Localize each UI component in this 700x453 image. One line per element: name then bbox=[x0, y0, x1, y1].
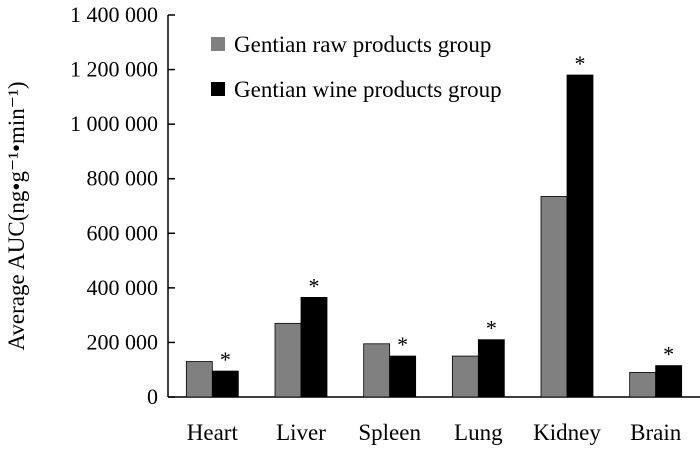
bar-raw-liver bbox=[274, 322, 302, 398]
legend-swatch-raw bbox=[211, 37, 225, 51]
significance-markers: * * * * * * bbox=[220, 51, 674, 372]
bar-wine-brain bbox=[655, 365, 683, 398]
y-tick-label: 1 400 000 bbox=[70, 2, 158, 27]
axes bbox=[167, 15, 700, 398]
significance-marker: * bbox=[486, 316, 497, 341]
y-tick-label: 200 000 bbox=[87, 329, 159, 354]
significance-marker: * bbox=[575, 51, 586, 76]
legend: Gentian raw products group Gentian wine … bbox=[211, 32, 502, 102]
y-tick-label: 800 000 bbox=[87, 166, 159, 191]
legend-swatch-wine bbox=[211, 82, 225, 96]
significance-marker: * bbox=[309, 273, 320, 298]
y-tick-label: 600 000 bbox=[87, 220, 159, 245]
bar-wine-liver bbox=[300, 297, 328, 398]
significance-marker: * bbox=[220, 347, 231, 372]
legend-label-wine: Gentian wine products group bbox=[234, 77, 502, 102]
x-tick-label-heart: Heart bbox=[187, 420, 239, 445]
bar-wine-lung bbox=[477, 339, 505, 398]
bar-wine-spleen bbox=[389, 355, 417, 398]
y-tick-label: 0 bbox=[147, 384, 158, 409]
significance-marker: * bbox=[663, 342, 674, 367]
bar-raw-heart bbox=[185, 361, 213, 398]
bar-raw-lung bbox=[451, 355, 479, 398]
significance-marker: * bbox=[397, 332, 408, 357]
bar-raw-brain bbox=[629, 372, 657, 398]
bar-wine-kidney bbox=[566, 74, 594, 398]
x-tick-label-kidney: Kidney bbox=[533, 420, 601, 445]
bar-raw-spleen bbox=[363, 343, 391, 398]
legend-label-raw: Gentian raw products group bbox=[234, 32, 491, 57]
x-tick-labels: Heart Liver Spleen Lung Kidney Brain bbox=[187, 420, 682, 445]
x-tick-label-liver: Liver bbox=[276, 420, 326, 445]
x-tick-label-spleen: Spleen bbox=[358, 420, 421, 445]
y-ticks: 0 200 000 400 000 600 000 800 000 1 000 000 1 … bbox=[70, 2, 175, 409]
y-tick-label: 400 000 bbox=[87, 275, 159, 300]
x-tick-label-brain: Brain bbox=[630, 420, 682, 445]
x-tick-label-lung: Lung bbox=[454, 420, 503, 445]
y-tick-label: 1 200 000 bbox=[70, 57, 158, 82]
bar-raw-kidney bbox=[540, 196, 568, 398]
bars bbox=[185, 74, 683, 398]
bar-wine-heart bbox=[211, 370, 239, 398]
y-tick-label: 1 000 000 bbox=[70, 111, 158, 136]
y-axis-label: Average AUC(ng•g⁻¹•min⁻¹) bbox=[4, 81, 29, 350]
